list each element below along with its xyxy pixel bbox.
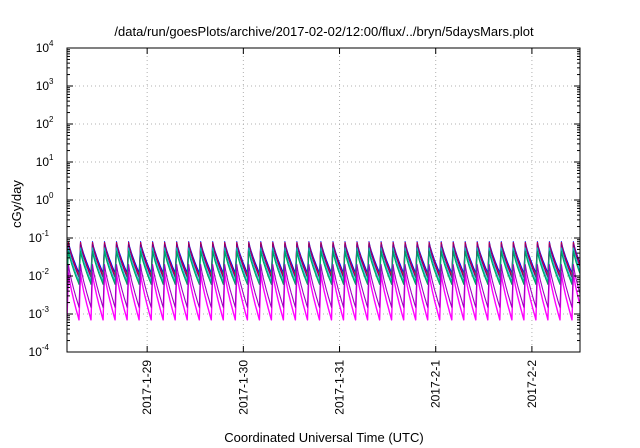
y-tick-label-exponent: 1 [49, 153, 54, 162]
y-tick-label: 100 [36, 191, 54, 207]
y-tick-label: 104 [36, 39, 54, 55]
y-tick-label: 102 [36, 115, 54, 131]
y-tick-label-exponent: 0 [49, 191, 54, 200]
series-line [67, 247, 580, 283]
y-tick-label: 10-2 [29, 267, 50, 283]
y-tick-label: 10-3 [29, 305, 50, 321]
y-tick-label-exponent: 4 [49, 39, 54, 48]
y-tick-label-base: 10 [36, 79, 50, 93]
series-line [67, 250, 580, 285]
y-tick-label: 10-4 [29, 343, 50, 359]
series-line [67, 264, 580, 308]
y-tick-label-exponent: -2 [42, 267, 50, 276]
plot-frame [66, 47, 581, 353]
y-tick-label-base: 10 [36, 41, 50, 55]
grid [67, 48, 580, 352]
y-tick-label-base: 10 [36, 117, 50, 131]
y-tick-label-exponent: -1 [42, 229, 50, 238]
x-axis-label: Coordinated Universal Time (UTC) [224, 430, 423, 445]
x-tick-label: 2017-2-1 [429, 360, 443, 408]
x-tick-label: 2017-1-30 [236, 360, 250, 415]
y-tick-label-exponent: 3 [49, 77, 54, 86]
y-tick-label-exponent: -4 [42, 343, 50, 352]
y-tick-label-base: 10 [29, 307, 43, 321]
series-group [67, 241, 580, 321]
y-axis-label: cGy/day [9, 180, 24, 228]
chart-title: /data/run/goesPlots/archive/2017-02-02/1… [114, 24, 534, 39]
y-tick-label-exponent: -3 [42, 305, 50, 314]
y-tick-label-base: 10 [29, 345, 43, 359]
x-tick-labels: 2017-1-29 2017-1-30 2017-1-31 2017-2-1 2017-… [140, 360, 539, 415]
y-tick-label-base: 10 [29, 231, 43, 245]
y-tick-label: 103 [36, 77, 54, 93]
series-line [67, 243, 580, 279]
y-tick-label-base: 10 [36, 155, 50, 169]
y-tick-label-base: 10 [36, 193, 50, 207]
y-tick-label-exponent: 2 [49, 115, 54, 124]
y-tick-label: 10-1 [29, 229, 50, 245]
y-tick-label: 101 [36, 153, 54, 169]
x-tick-label: 2017-1-31 [333, 360, 347, 415]
x-tick-label: 2017-1-29 [140, 360, 154, 415]
x-tick-label: 2017-2-2 [525, 360, 539, 408]
y-tick-label-base: 10 [29, 269, 43, 283]
